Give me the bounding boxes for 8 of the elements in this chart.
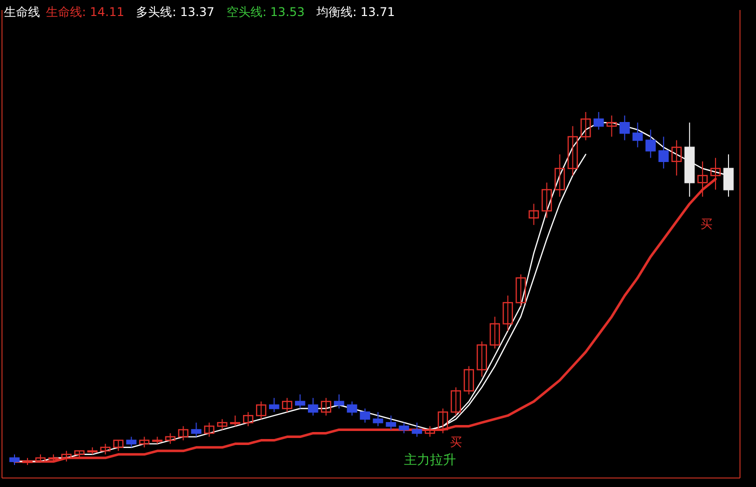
text: 空头线: 13.53 (226, 5, 305, 19)
annotation: 主力拉升 (404, 452, 456, 468)
text: 多头线: 13.37 (136, 5, 214, 19)
text: 均衡线: 13.71 (316, 5, 395, 19)
text: 生命线: 14.11 (46, 5, 124, 19)
chart-title: 生命线 (4, 5, 40, 19)
annotation: 买 (700, 217, 713, 231)
annotation: 买 (450, 435, 462, 449)
